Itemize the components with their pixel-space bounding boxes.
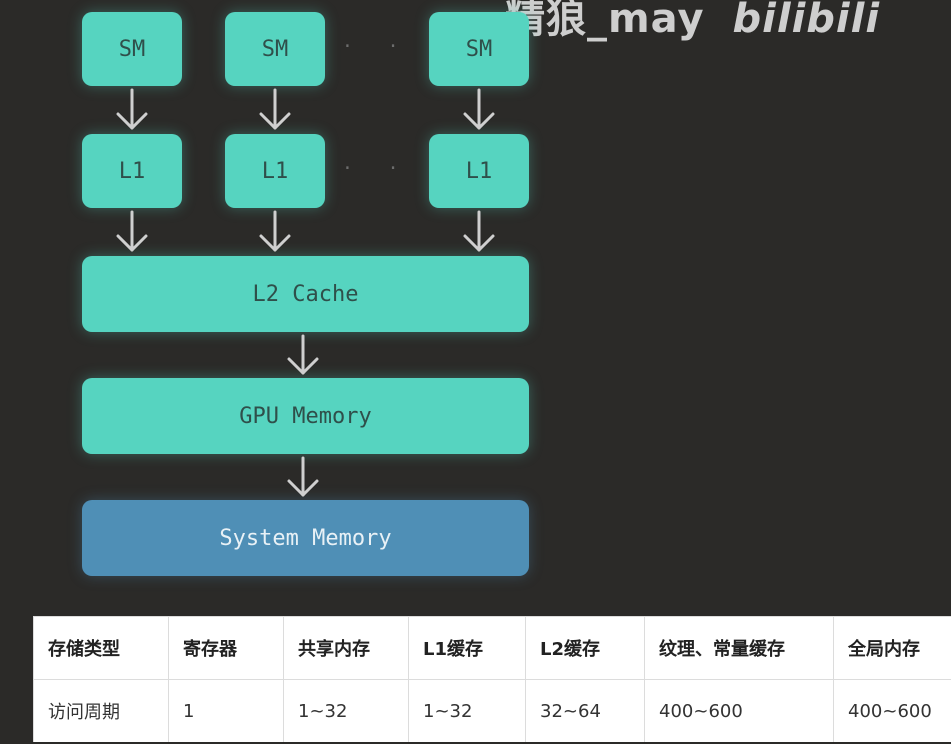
table-cell: 1 <box>168 679 284 742</box>
table-header-cell: 纹理、常量缓存 <box>644 616 834 680</box>
latency-table: 存储类型 寄存器 共享内存 L1缓存 L2缓存 纹理、常量缓存 全局内存 访问周… <box>33 616 951 742</box>
sm-label: SM <box>261 36 289 62</box>
table-cell: 1~32 <box>283 679 409 742</box>
table-cell: 32~64 <box>525 679 645 742</box>
arrow-down-icon <box>287 456 319 497</box>
l1-label: L1 <box>465 158 493 184</box>
arrow-down-icon <box>116 88 148 130</box>
arrow-down-icon <box>287 334 319 375</box>
sm-label: SM <box>465 36 493 62</box>
table-cell: 400~600 <box>833 679 951 742</box>
sm-box-1: SM <box>82 12 182 86</box>
table-header-cell: 全局内存 <box>833 616 951 680</box>
system-memory-box: System Memory <box>82 500 529 576</box>
table-row: 访问周期 1 1~32 1~32 32~64 400~600 400~600 <box>33 679 951 742</box>
sm-box-2: SM <box>225 12 325 86</box>
gpu-memory-label: GPU Memory <box>239 403 372 429</box>
table-header-row: 存储类型 寄存器 共享内存 L1缓存 L2缓存 纹理、常量缓存 全局内存 <box>33 616 951 680</box>
bilibili-logo: bilibili <box>732 0 881 42</box>
table-header-cell: 存储类型 <box>33 616 169 680</box>
table-header-cell: 寄存器 <box>168 616 284 680</box>
arrow-down-icon <box>463 210 495 252</box>
table-header-cell: 共享内存 <box>283 616 409 680</box>
arrow-down-icon <box>259 88 291 130</box>
sm-box-n: SM <box>429 12 529 86</box>
arrow-down-icon <box>463 88 495 130</box>
sm-label: SM <box>118 36 146 62</box>
l1-label: L1 <box>118 158 146 184</box>
table-cell: 400~600 <box>644 679 834 742</box>
l1-box-n: L1 <box>429 134 529 208</box>
watermark: 精狼_may bilibili <box>505 0 880 44</box>
arrow-down-icon <box>259 210 291 252</box>
table-header-cell: L1缓存 <box>408 616 526 680</box>
l1-box-2: L1 <box>225 134 325 208</box>
watermark-text: 精狼_may <box>505 0 705 42</box>
arrow-down-icon <box>116 210 148 252</box>
system-memory-label: System Memory <box>219 525 392 551</box>
l2-cache-box: L2 Cache <box>82 256 529 332</box>
l1-label: L1 <box>261 158 289 184</box>
gpu-memory-box: GPU Memory <box>82 378 529 454</box>
table-cell: 访问周期 <box>33 679 169 742</box>
l2-cache-label: L2 Cache <box>252 281 359 307</box>
l1-box-1: L1 <box>82 134 182 208</box>
table-header-cell: L2缓存 <box>525 616 645 680</box>
table-cell: 1~32 <box>408 679 526 742</box>
